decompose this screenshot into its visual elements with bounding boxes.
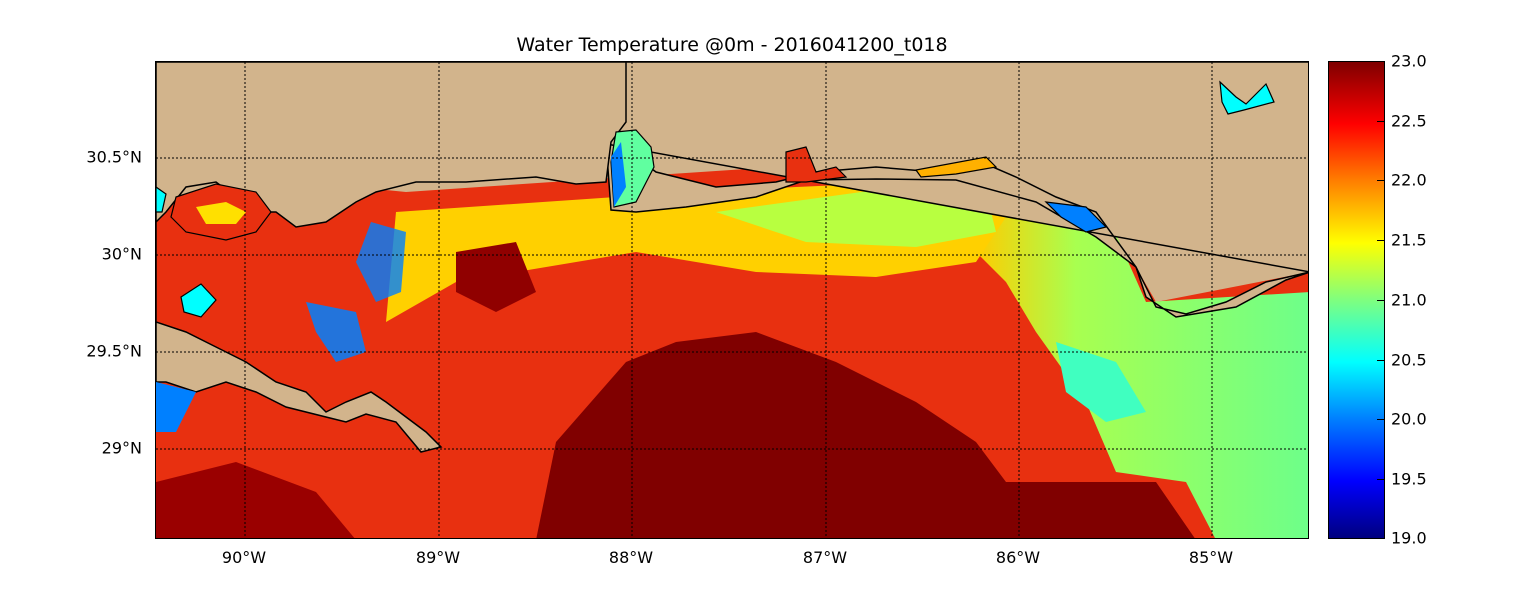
lake-west [156,186,167,213]
barataria-wetlands [156,382,196,432]
sea-cool-east [976,192,1308,538]
lon-tick-label: 87°W [802,548,848,567]
sea-cool-core [1056,342,1146,422]
gridlines [156,62,1308,538]
lat-tick-label: 30.5°N [86,147,142,167]
colorbar-tick-label: 19.0 [1391,528,1427,548]
colorbar-tick-label: 21.5 [1391,230,1427,250]
colorbar-tick-mark [1377,419,1385,420]
sea-hot-core [536,332,1195,538]
lake-pontchartrain-core [196,202,246,224]
colorbar-tick-mark [1377,180,1385,181]
lat-tick-label: 29.5°N [86,341,142,361]
colorbar-tick-label: 22.5 [1391,111,1427,131]
temperature-colorbar [1328,61,1385,539]
land-louisiana [156,62,627,453]
colorbar-tick-mark [1377,121,1385,122]
st-andrew-bay [1044,201,1108,233]
breton-marsh [356,222,406,302]
colorbar-tick-label: 20.0 [1391,409,1427,429]
lon-tick-label: 89°W [415,548,461,567]
choctawhatchee-bay [914,156,998,178]
colorbar-tick-label: 19.5 [1391,469,1427,489]
sea-hot-west [156,462,355,538]
colorbar-tick-label: 21.0 [1391,290,1427,310]
lake-maurepas [180,283,217,318]
colorbar-tick-label: 20.5 [1391,350,1427,370]
lat-tick-label: 29°N [101,438,142,458]
colorbar-tick-mark [1377,300,1385,301]
colorbar-tick-label: 22.0 [1391,170,1427,190]
colorbar-tick-mark [1377,240,1385,241]
lon-tick-label: 90°W [221,548,267,567]
mobile-bay-edge [611,142,626,207]
colorbar-tick-label: 23.0 [1391,51,1427,71]
lon-tick-label: 88°W [608,548,654,567]
lat-tick-label: 30°N [101,244,142,264]
pensacola-bay [785,146,848,183]
colorbar-tick-mark [1377,360,1385,361]
sea-hot-blob [456,242,536,312]
colorbar-tick-mark [1377,479,1385,480]
sea-nearshore-band-2 [716,190,996,247]
map-title: Water Temperature @0m - 2016041200_t018 [516,34,948,56]
lon-tick-label: 85°W [1188,548,1234,567]
map-panel[interactable] [155,61,1309,539]
apalachicola-lake [1219,80,1275,115]
lon-tick-label: 86°W [995,548,1041,567]
chandeleur-sound-marsh [306,302,366,362]
sea-temperature-map [156,62,1308,538]
